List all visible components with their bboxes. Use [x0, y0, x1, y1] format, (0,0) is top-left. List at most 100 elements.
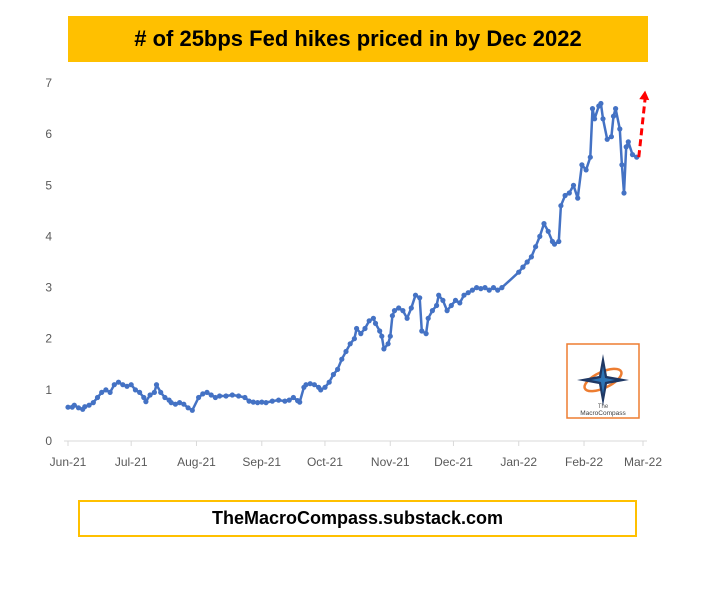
data-point — [204, 389, 210, 395]
y-tick-label: 0 — [45, 434, 52, 448]
data-point — [347, 341, 353, 347]
data-point — [282, 398, 288, 404]
data-point — [566, 190, 572, 196]
data-point — [570, 182, 577, 188]
x-tick-label: Sep-21 — [242, 455, 281, 469]
data-point — [391, 308, 398, 314]
data-point — [250, 399, 256, 405]
data-point — [311, 382, 317, 388]
data-point — [579, 162, 585, 168]
data-point — [111, 382, 117, 388]
data-point — [326, 379, 332, 385]
data-point — [592, 116, 598, 122]
data-point — [625, 139, 631, 145]
data-point — [412, 292, 419, 298]
data-point — [404, 315, 410, 321]
x-tick-label: Nov-21 — [371, 455, 410, 469]
data-point — [172, 401, 178, 407]
data-point — [143, 399, 149, 405]
data-point — [377, 328, 383, 334]
data-point — [147, 392, 153, 398]
data-point — [103, 387, 109, 393]
data-point — [478, 286, 484, 292]
data-point — [351, 336, 357, 342]
data-point — [107, 389, 113, 395]
data-point — [537, 233, 543, 239]
data-point — [318, 387, 324, 393]
data-point — [469, 287, 475, 293]
data-point — [75, 405, 82, 411]
data-point — [608, 134, 615, 140]
data-point — [185, 405, 191, 411]
data-point — [354, 325, 360, 332]
data-point — [558, 203, 564, 209]
data-point — [94, 394, 101, 401]
data-point — [246, 398, 252, 404]
data-point — [400, 308, 406, 314]
data-point — [444, 308, 450, 314]
data-point — [229, 392, 235, 398]
data-point — [297, 399, 303, 405]
data-point — [486, 287, 492, 293]
x-tick-label: Dec-21 — [434, 455, 473, 469]
y-tick-label: 1 — [45, 383, 52, 397]
data-point — [575, 195, 581, 201]
data-point — [124, 383, 130, 389]
data-point — [423, 331, 429, 337]
data-point — [242, 394, 248, 401]
data-point — [370, 315, 376, 321]
data-point — [482, 285, 488, 291]
data-point — [389, 313, 395, 319]
data-point — [528, 254, 535, 260]
x-tick-label: Jul-21 — [115, 455, 148, 469]
data-point — [120, 382, 126, 388]
data-point — [417, 295, 423, 301]
data-point — [623, 144, 629, 150]
data-point — [236, 393, 242, 399]
data-point — [168, 400, 174, 406]
data-point — [461, 292, 467, 298]
y-tick-label: 5 — [45, 178, 52, 192]
data-point — [269, 398, 275, 404]
data-point — [562, 192, 568, 199]
data-point — [82, 404, 88, 410]
data-point — [115, 379, 122, 385]
macro-compass-logo: The MacroCompass — [566, 343, 640, 419]
data-point — [263, 400, 269, 406]
data-point — [322, 384, 328, 390]
data-point — [162, 394, 168, 401]
data-point — [387, 333, 393, 339]
y-tick-label: 2 — [45, 332, 52, 346]
data-point — [362, 325, 368, 332]
data-point — [541, 221, 547, 227]
data-point — [621, 190, 627, 196]
data-point — [286, 397, 292, 403]
footer-link[interactable]: TheMacroCompass.substack.com — [78, 500, 637, 537]
data-point — [425, 315, 431, 321]
logo-text-the: The — [598, 404, 609, 410]
y-tick-label: 6 — [45, 127, 52, 141]
data-point — [474, 285, 480, 291]
data-point — [137, 389, 143, 395]
x-axis: Jun-21 Jul-21 Aug-21 Sep-21 Oct-21 Nov-21 Dec-… — [50, 441, 662, 469]
data-point — [556, 238, 562, 245]
data-point — [520, 264, 526, 270]
data-point — [71, 402, 77, 408]
data-point — [516, 269, 522, 275]
x-tick-label: Mar-22 — [624, 455, 662, 469]
data-point — [330, 371, 336, 378]
data-point — [434, 302, 440, 309]
series-line — [68, 102, 638, 412]
data-point — [598, 100, 604, 107]
data-point — [151, 389, 157, 395]
data-point — [212, 394, 218, 401]
data-point — [153, 382, 160, 388]
data-point — [196, 394, 202, 401]
data-point — [429, 308, 435, 314]
data-point — [223, 393, 229, 399]
data-point — [259, 399, 265, 405]
data-point — [617, 126, 623, 132]
data-point — [524, 259, 530, 265]
data-point — [366, 318, 372, 324]
